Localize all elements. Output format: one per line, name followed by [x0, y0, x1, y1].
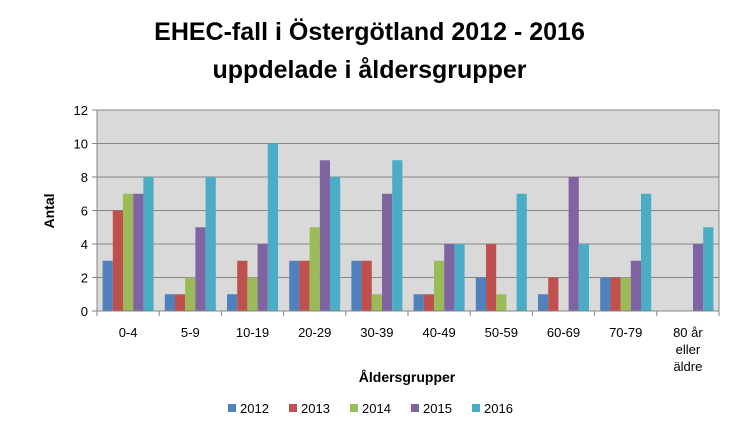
y-tick-label: 2: [81, 271, 88, 286]
bar: [299, 260, 310, 311]
bar: [568, 177, 579, 311]
bar: [205, 177, 216, 311]
bar: [496, 294, 507, 311]
bar: [538, 294, 549, 311]
bar: [703, 227, 714, 311]
legend-swatch: [472, 404, 480, 412]
legend-swatch: [289, 404, 297, 412]
bar: [548, 277, 559, 311]
bar: [630, 260, 641, 311]
bar: [227, 294, 238, 311]
x-tick-label: 5-9: [181, 325, 200, 340]
x-tick-label: 40-49: [422, 325, 455, 340]
x-tick-label: 70-79: [609, 325, 642, 340]
x-tick-label: 20-29: [298, 325, 331, 340]
bar: [454, 244, 465, 311]
bar: [693, 244, 704, 311]
bar: [486, 244, 497, 311]
x-axis-label: Åldersgrupper: [359, 369, 456, 385]
bar: [309, 227, 320, 311]
bar: [267, 143, 278, 311]
bar: [413, 294, 424, 311]
axes: [96, 110, 719, 312]
bar: [392, 160, 403, 311]
bar: [610, 277, 621, 311]
x-tick-label: eller: [676, 342, 701, 357]
bar: [112, 210, 123, 311]
bar: [423, 294, 434, 311]
bar: [351, 260, 362, 311]
bar: [102, 260, 113, 311]
legend-label: 2016: [484, 401, 513, 416]
bar: [641, 193, 652, 311]
bar: [444, 244, 455, 311]
bar: [195, 227, 206, 311]
y-tick-label: 6: [81, 204, 88, 219]
tick-labels: 0 2 4 6 8 10 12 0-4 5-9 10-19 20-29 30-39 40-49 50-59…: [74, 103, 704, 374]
bar: [237, 260, 248, 311]
y-tick-label: 12: [74, 103, 88, 118]
bars: [102, 143, 714, 311]
y-tick-label: 0: [81, 304, 88, 319]
x-tick-label: 10-19: [236, 325, 269, 340]
x-tick-label: 0-4: [119, 325, 138, 340]
bar: [475, 277, 486, 311]
x-tick-label: 60-69: [547, 325, 580, 340]
bar: [175, 294, 186, 311]
x-tick-label: 80 år: [673, 325, 703, 340]
bar: [289, 260, 300, 311]
x-tick-label: 30-39: [360, 325, 393, 340]
bar: [143, 177, 154, 311]
y-tick-label: 8: [81, 170, 88, 185]
bar: [620, 277, 631, 311]
y-tick-label: 4: [81, 237, 88, 252]
legend-label: 2014: [362, 401, 391, 416]
legend-label: 2012: [240, 401, 269, 416]
legend-swatch: [411, 404, 419, 412]
y-axis-label: Antal: [41, 194, 57, 229]
bar: [382, 193, 393, 311]
bar: [578, 244, 589, 311]
bar: [361, 260, 372, 311]
chart-title-line-1: EHEC-fall i Östergötland 2012 - 2016: [154, 17, 585, 46]
bar: [434, 260, 445, 311]
legend-swatch: [350, 404, 358, 412]
legend-swatch: [228, 404, 236, 412]
bar: [257, 244, 268, 311]
bar: [319, 160, 330, 311]
bar: [516, 193, 527, 311]
bar: [247, 277, 258, 311]
bar: [600, 277, 611, 311]
bar: [164, 294, 175, 311]
x-tick-label: äldre: [673, 359, 702, 374]
legend-label: 2015: [423, 401, 452, 416]
y-tick-label: 10: [74, 137, 88, 152]
legend-label: 2013: [301, 401, 330, 416]
bar: [371, 294, 382, 311]
bar: [123, 193, 134, 311]
chart-title-line-2: uppdelade i åldersgrupper: [213, 56, 527, 84]
x-tick-label: 50-59: [485, 325, 518, 340]
legend: 2012 2013 2014 2015 2016: [228, 401, 513, 416]
bar: [330, 177, 341, 311]
bar: [133, 193, 144, 311]
bar: [185, 277, 196, 311]
